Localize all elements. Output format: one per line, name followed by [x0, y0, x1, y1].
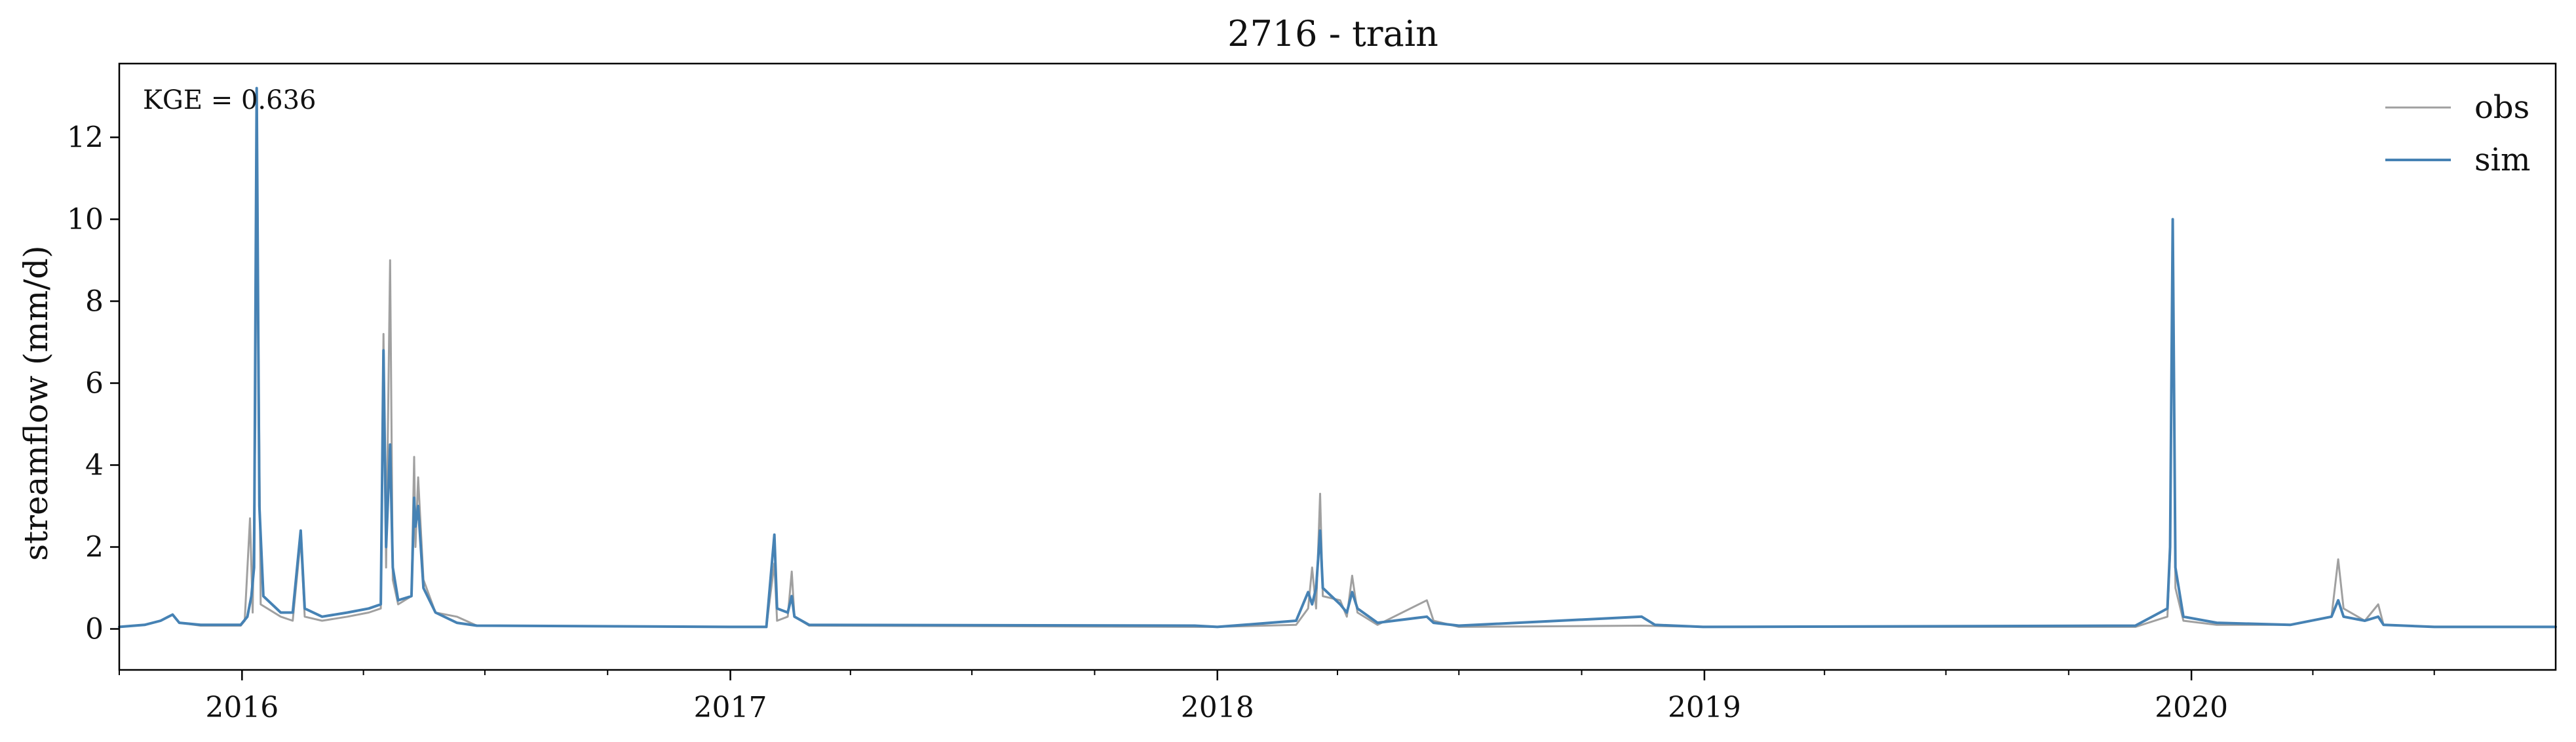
x-tick-label: 2016 [205, 691, 279, 724]
x-axis-ticks: 2016 2017 2018 2019 2020 [119, 670, 2435, 724]
x-tick-label: 2018 [1181, 691, 1254, 724]
x-tick-label: 2019 [1668, 691, 1741, 724]
y-tick-label: 4 [85, 449, 104, 482]
y-tick-label: 10 [67, 203, 104, 237]
kge-annotation: KGE = 0.636 [143, 85, 317, 115]
plot-frame [118, 62, 2557, 671]
legend-label-sim: sim [2474, 142, 2531, 178]
series-line-obs [118, 91, 2557, 628]
y-tick-label: 2 [85, 531, 104, 564]
legend-label-obs: obs [2474, 89, 2529, 126]
y-axis-ticks: 0 2 4 6 8 10 12 [67, 121, 119, 646]
series-layer [118, 87, 2557, 629]
x-tick-label: 2017 [694, 691, 767, 724]
y-axis-label: streamflow (mm/d) [17, 245, 55, 560]
y-tick-label: 12 [67, 121, 104, 155]
y-tick-label: 8 [85, 285, 104, 319]
y-tick-label: 0 [85, 613, 104, 646]
series-line-sim [118, 87, 2557, 629]
chart-title: 2716 - train [1227, 13, 1438, 54]
legend: obs sim [2385, 89, 2531, 178]
x-tick-label: 2020 [2155, 691, 2228, 724]
y-tick-label: 6 [85, 367, 104, 400]
